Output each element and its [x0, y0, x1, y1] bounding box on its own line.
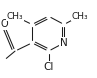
- Text: Cl: Cl: [43, 62, 54, 72]
- Text: O: O: [0, 19, 8, 29]
- Text: N: N: [60, 38, 68, 48]
- Text: CH₃: CH₃: [7, 12, 23, 21]
- Text: CH₃: CH₃: [71, 12, 88, 21]
